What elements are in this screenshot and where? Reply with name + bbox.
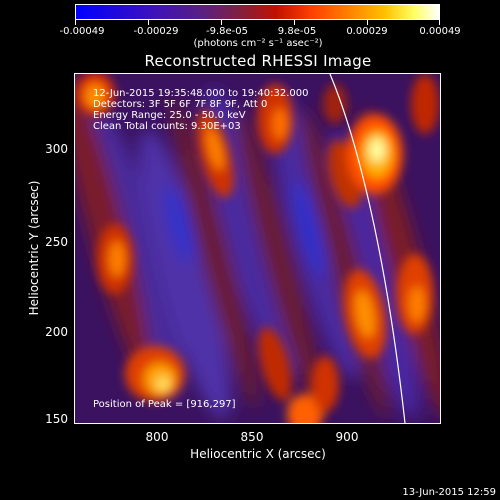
y-tick-300: 300 (45, 142, 68, 156)
info-energy-range: Energy Range: 25.0 - 50.0 keV (93, 110, 246, 121)
timestamp: 13-Jun-2015 12:59 (402, 487, 496, 498)
rhessi-image-canvas (75, 74, 440, 423)
colorbar-label-3: 9.8e-05 (277, 26, 317, 37)
y-tick-200: 200 (45, 325, 68, 339)
colorbar-label-5: 0.00049 (419, 26, 461, 37)
x-tick-850: 850 (240, 430, 264, 444)
plot-title: Reconstructed RHESSI Image (144, 52, 372, 70)
x-axis-title: Heliocentric X (arcsec) (190, 447, 326, 461)
info-time-range: 12-Jun-2015 19:35:48.000 to 19:40:32.000 (93, 88, 309, 99)
colorbar-units: (photons cm⁻² s⁻¹ asec⁻²) (193, 38, 323, 49)
colorbar-label-0: -0.00049 (59, 26, 105, 37)
y-axis-title: Heliocentric Y (arcsec) (27, 180, 41, 316)
solar-limb-line (329, 74, 406, 423)
colorbar-label-4: 0.00029 (346, 26, 388, 37)
info-detectors: Detectors: 3F 5F 6F 7F 8F 9F, Att 0 (93, 99, 268, 110)
info-counts: Clean Total counts: 9.30E+03 (93, 121, 241, 132)
x-tick-900: 900 (335, 430, 359, 444)
peak-position: Position of Peak = [916,297] (93, 399, 236, 410)
colorbar (75, 4, 440, 20)
rhessi-image (74, 73, 441, 424)
y-tick-150: 150 (45, 412, 68, 426)
colorbar-label-1: -0.00029 (133, 26, 179, 37)
x-tick-800: 800 (145, 430, 169, 444)
colorbar-ticks (75, 20, 440, 26)
y-tick-250: 250 (45, 235, 68, 249)
colorbar-label-2: -9.8e-05 (206, 26, 248, 37)
